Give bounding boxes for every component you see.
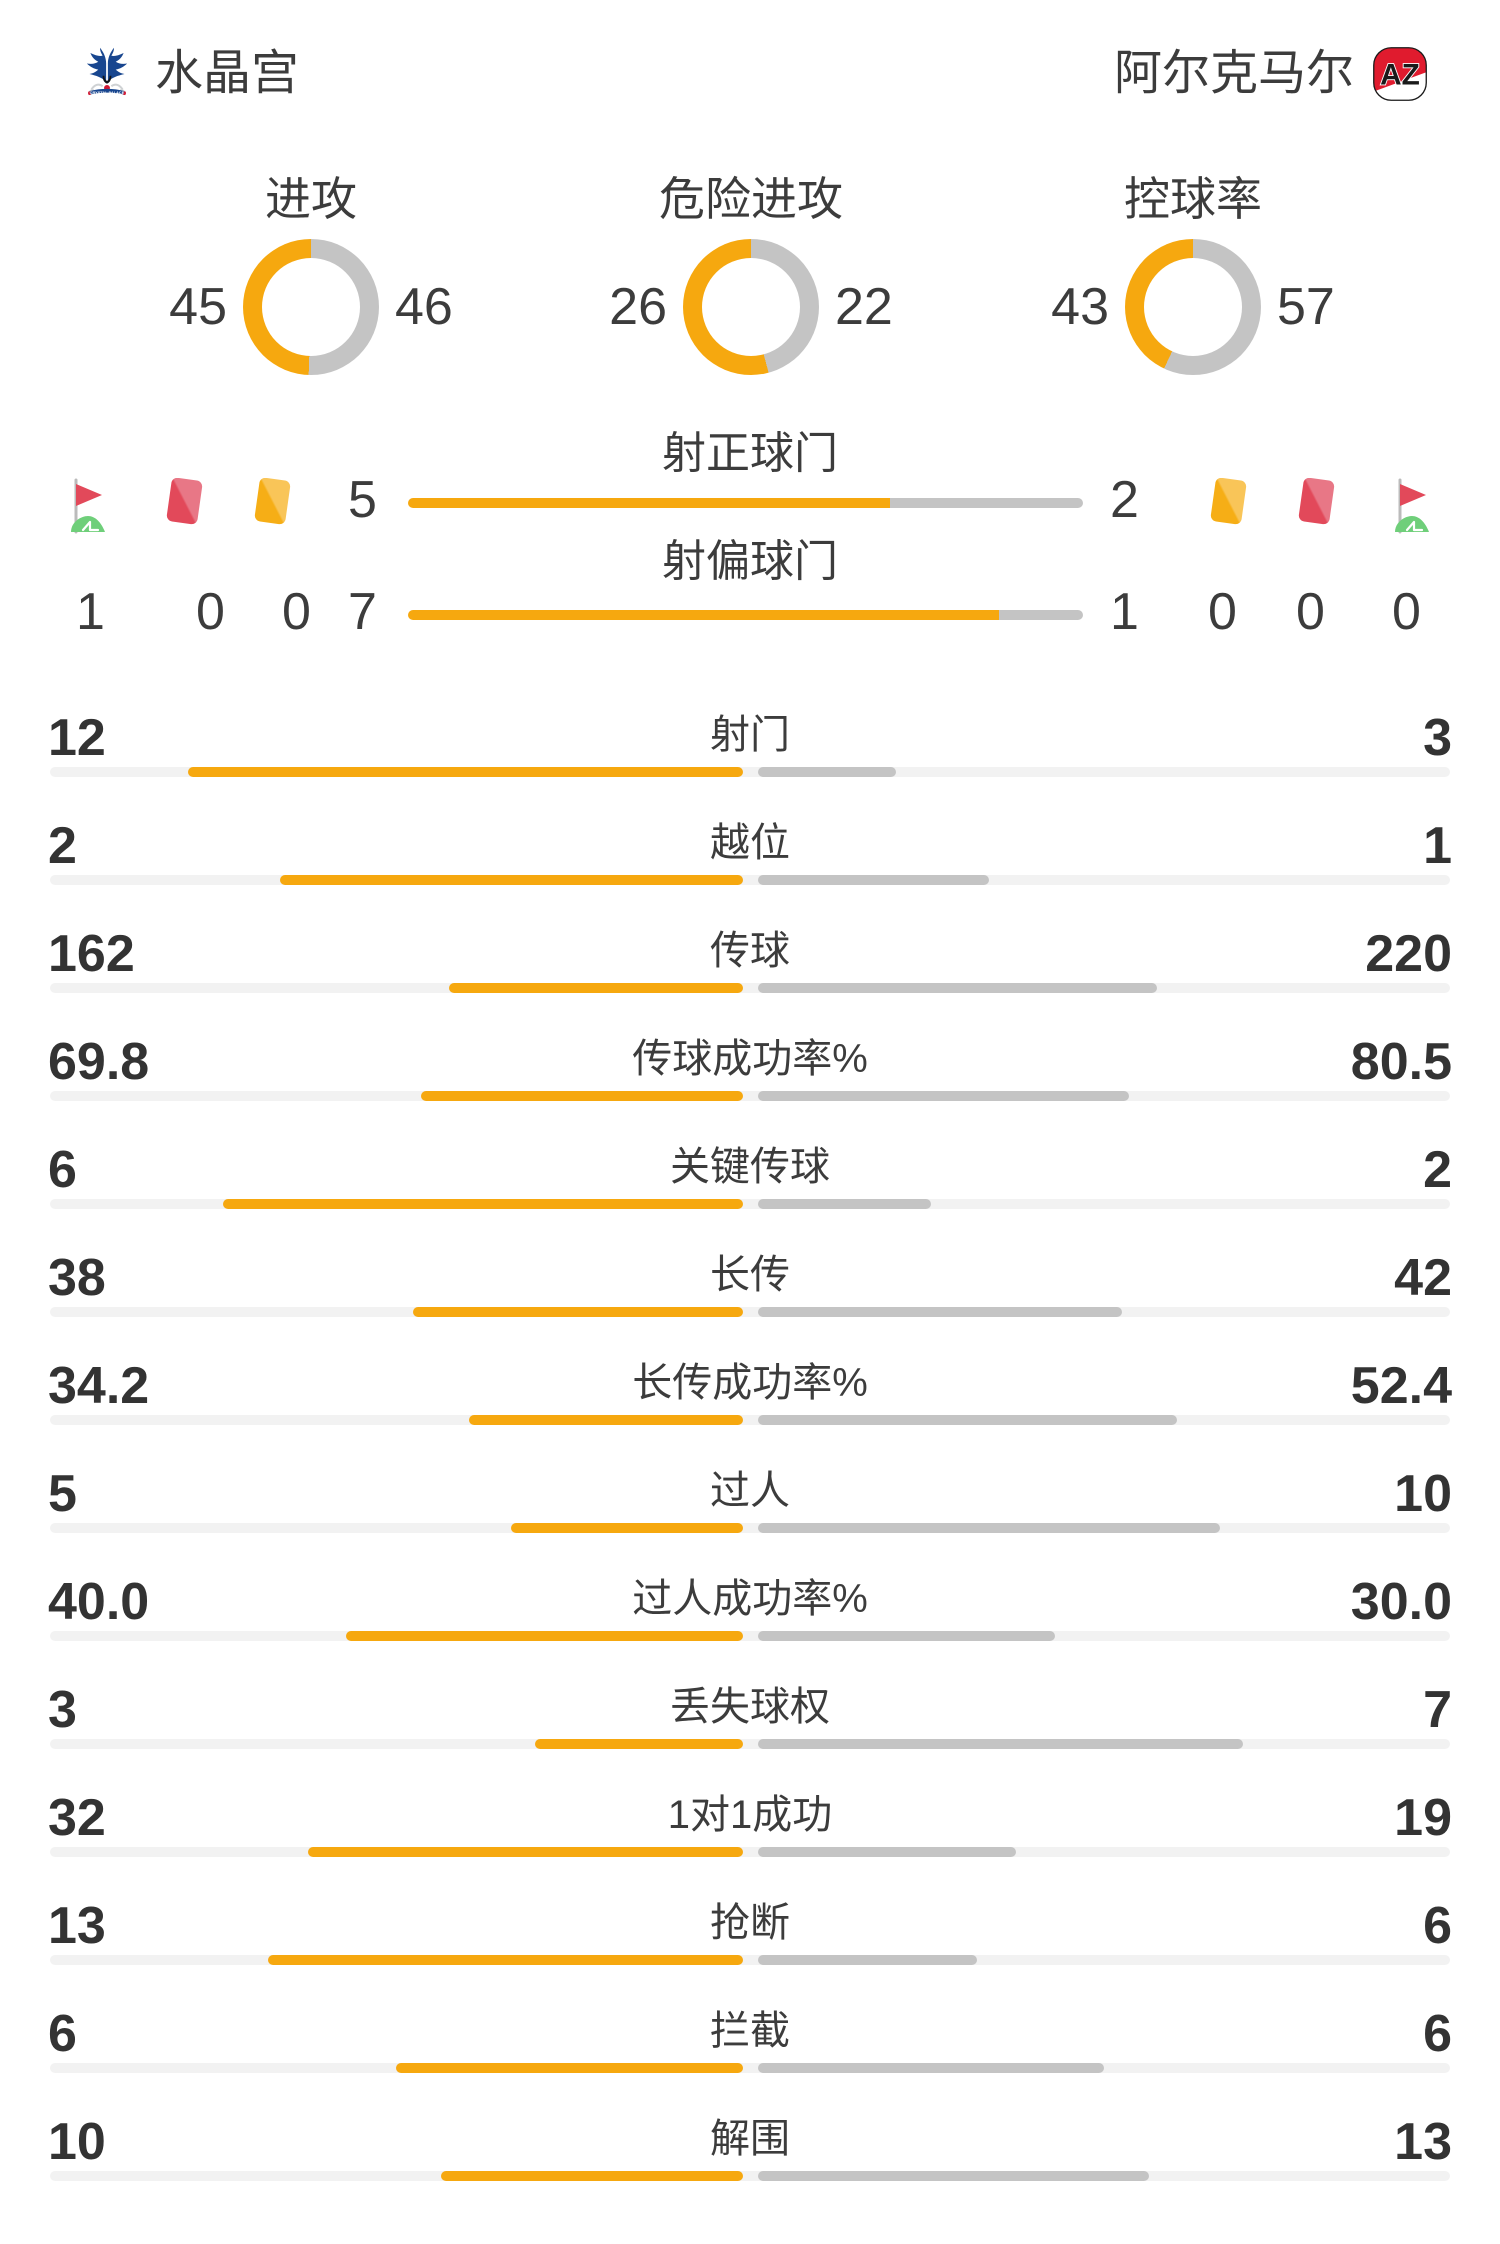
svg-text:AZ: AZ xyxy=(1380,59,1420,92)
svg-text:CRYSTAL PALACE: CRYSTAL PALACE xyxy=(90,91,125,95)
